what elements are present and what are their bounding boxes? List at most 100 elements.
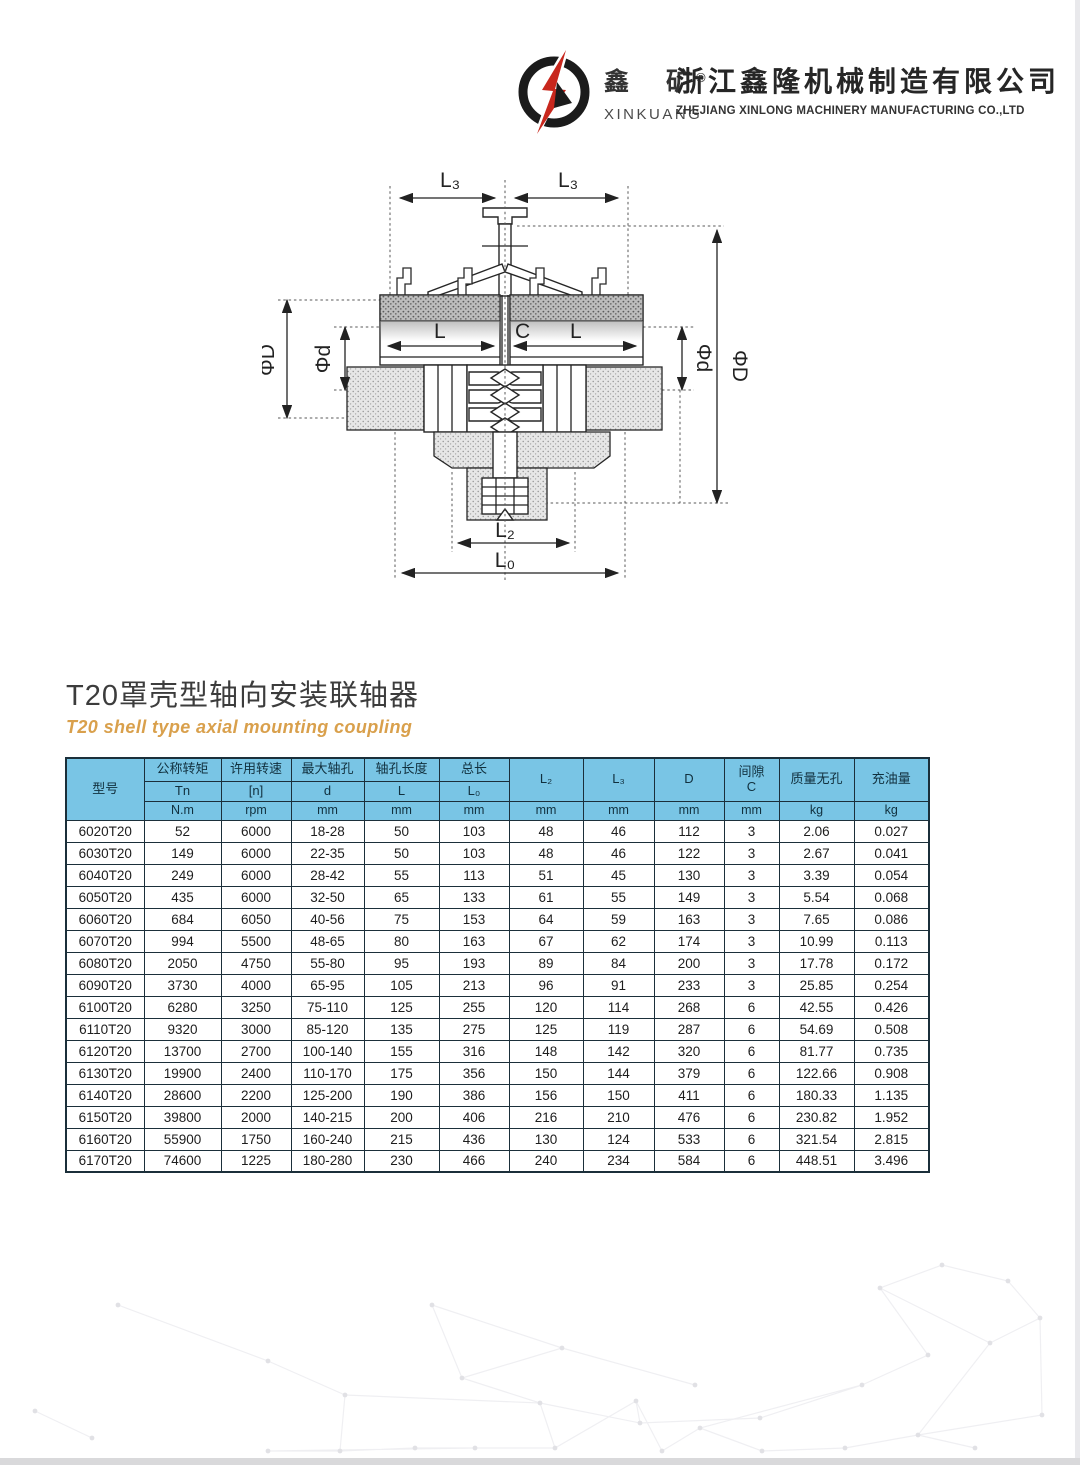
value-cell: 2700 — [220, 1039, 292, 1063]
value-cell: 46 — [582, 819, 655, 843]
unit-mm-2: mm — [363, 800, 440, 821]
value-cell: 25.85 — [778, 973, 855, 997]
value-cell: 59 — [582, 907, 655, 931]
logo-name-en: XINKUANG — [604, 106, 703, 123]
model-cell: 6160T20 — [65, 1127, 145, 1151]
value-cell: 356 — [438, 1061, 510, 1085]
value-cell: 3 — [723, 907, 780, 931]
page-subtitle: T20 shell type axial mounting coupling — [66, 717, 413, 737]
col-header-bore-length: 轴孔长度 — [363, 757, 440, 782]
value-cell: 84 — [582, 951, 655, 975]
value-cell: 320 — [653, 1039, 725, 1063]
value-cell: 42.55 — [778, 995, 855, 1019]
col-header-torque: 公称转矩 — [143, 757, 222, 782]
value-cell: 2200 — [220, 1083, 292, 1107]
dim-label-phid-right: Φd — [692, 344, 715, 372]
unit-mm-7: mm — [723, 800, 780, 821]
value-cell: 22-35 — [290, 841, 365, 865]
value-cell: 55900 — [143, 1127, 222, 1151]
value-cell: 50 — [363, 841, 440, 865]
value-cell: 230.82 — [778, 1105, 855, 1129]
value-cell: 148 — [508, 1039, 584, 1063]
value-cell: 175 — [363, 1061, 440, 1085]
value-cell: 275 — [438, 1017, 510, 1041]
model-cell: 6100T20 — [65, 995, 145, 1019]
sub-header-Tn: Tn — [143, 780, 222, 802]
value-cell: 55 — [363, 863, 440, 887]
value-cell: 150 — [508, 1061, 584, 1085]
value-cell: 4000 — [220, 973, 292, 997]
value-cell: 122 — [653, 841, 725, 865]
value-cell: 113 — [438, 863, 510, 887]
value-cell: 6280 — [143, 995, 222, 1019]
dim-label-phiD-left: ΦD — [262, 344, 279, 376]
company-name-en: ZHEJIANG XINLONG MACHINERY MANUFACTURING… — [676, 105, 1025, 117]
coupling-technical-drawing: L₃ L₃ L C L ΦD Φd Φd ΦD L₂ L₀ — [262, 169, 751, 580]
col-header-bore: 最大轴孔 — [290, 757, 365, 782]
value-cell: 50 — [363, 819, 440, 843]
value-cell: 448.51 — [778, 1149, 855, 1173]
value-cell: 75 — [363, 907, 440, 931]
value-cell: 130 — [653, 863, 725, 887]
value-cell: 3 — [723, 929, 780, 953]
value-cell: 45 — [582, 863, 655, 887]
value-cell: 40-56 — [290, 907, 365, 931]
value-cell: 210 — [582, 1105, 655, 1129]
value-cell: 994 — [143, 929, 222, 953]
table-row: 6160T20 55900 1750 160-240 215 436 130 124 533 6 3… — [65, 1127, 930, 1151]
value-cell: 0.068 — [853, 885, 930, 909]
value-cell: 3.496 — [853, 1149, 930, 1173]
value-cell: 6 — [723, 995, 780, 1019]
value-cell: 130 — [508, 1127, 584, 1151]
value-cell: 163 — [653, 907, 725, 931]
value-cell: 112 — [653, 819, 725, 843]
value-cell: 3 — [723, 885, 780, 909]
unit-mm-1: mm — [290, 800, 365, 821]
dim-label-l3-left: L₃ — [440, 169, 460, 192]
col-header-l3: L₃ — [582, 757, 655, 802]
unit-mm-4: mm — [508, 800, 584, 821]
unit-mm-6: mm — [653, 800, 725, 821]
logo-cn-text: 鑫 矿 — [604, 68, 706, 96]
value-cell: 6 — [723, 1061, 780, 1085]
model-cell: 6020T20 — [65, 819, 145, 843]
value-cell: 48-65 — [290, 929, 365, 953]
dimension-annotations: L₃ L₃ L C L ΦD Φd Φd ΦD L₂ L₀ — [262, 169, 751, 579]
value-cell: 124 — [582, 1127, 655, 1151]
value-cell: 28-42 — [290, 863, 365, 887]
company-name-cn: 浙江鑫隆机械制造有限公司 — [676, 66, 1061, 97]
value-cell: 5500 — [220, 929, 292, 953]
clearance-label-line1: 间隙 — [738, 763, 765, 779]
value-cell: 386 — [438, 1083, 510, 1107]
value-cell: 105 — [363, 973, 440, 997]
value-cell: 3000 — [220, 1017, 292, 1041]
sub-header-n: [n] — [220, 780, 292, 802]
dim-label-phiD-right: ΦD — [728, 350, 751, 382]
value-cell: 411 — [653, 1083, 725, 1107]
table-row: 6120T20 13700 2700 100-140 155 316 148 142 320 6 8… — [65, 1039, 930, 1063]
table-row: 6130T20 19900 2400 110-170 175 356 150 144 379 6 1… — [65, 1061, 930, 1085]
model-cell: 6060T20 — [65, 907, 145, 931]
value-cell: 249 — [143, 863, 222, 887]
unit-mm-3: mm — [438, 800, 510, 821]
unit-kg-2: kg — [853, 800, 930, 821]
value-cell: 125-200 — [290, 1083, 365, 1107]
value-cell: 150 — [582, 1083, 655, 1107]
col-header-clearance: 间隙 C — [723, 757, 780, 802]
value-cell: 230 — [363, 1149, 440, 1173]
dim-label-l0: L₀ — [495, 549, 515, 572]
page-edge-right — [1075, 0, 1080, 1465]
value-cell: 180.33 — [778, 1083, 855, 1107]
sub-header-L: L — [363, 780, 440, 802]
value-cell: 142 — [582, 1039, 655, 1063]
unit-kg-1: kg — [778, 800, 855, 821]
section-title-block: T20罩壳型轴向安装联轴器 T20 shell type axial mount… — [66, 672, 419, 738]
value-cell: 103 — [438, 841, 510, 865]
value-cell: 61 — [508, 885, 584, 909]
value-cell: 140-215 — [290, 1105, 365, 1129]
value-cell: 51 — [508, 863, 584, 887]
col-header-total-length: 总长 — [438, 757, 510, 782]
value-cell: 406 — [438, 1105, 510, 1129]
value-cell: 135 — [363, 1017, 440, 1041]
value-cell: 233 — [653, 973, 725, 997]
